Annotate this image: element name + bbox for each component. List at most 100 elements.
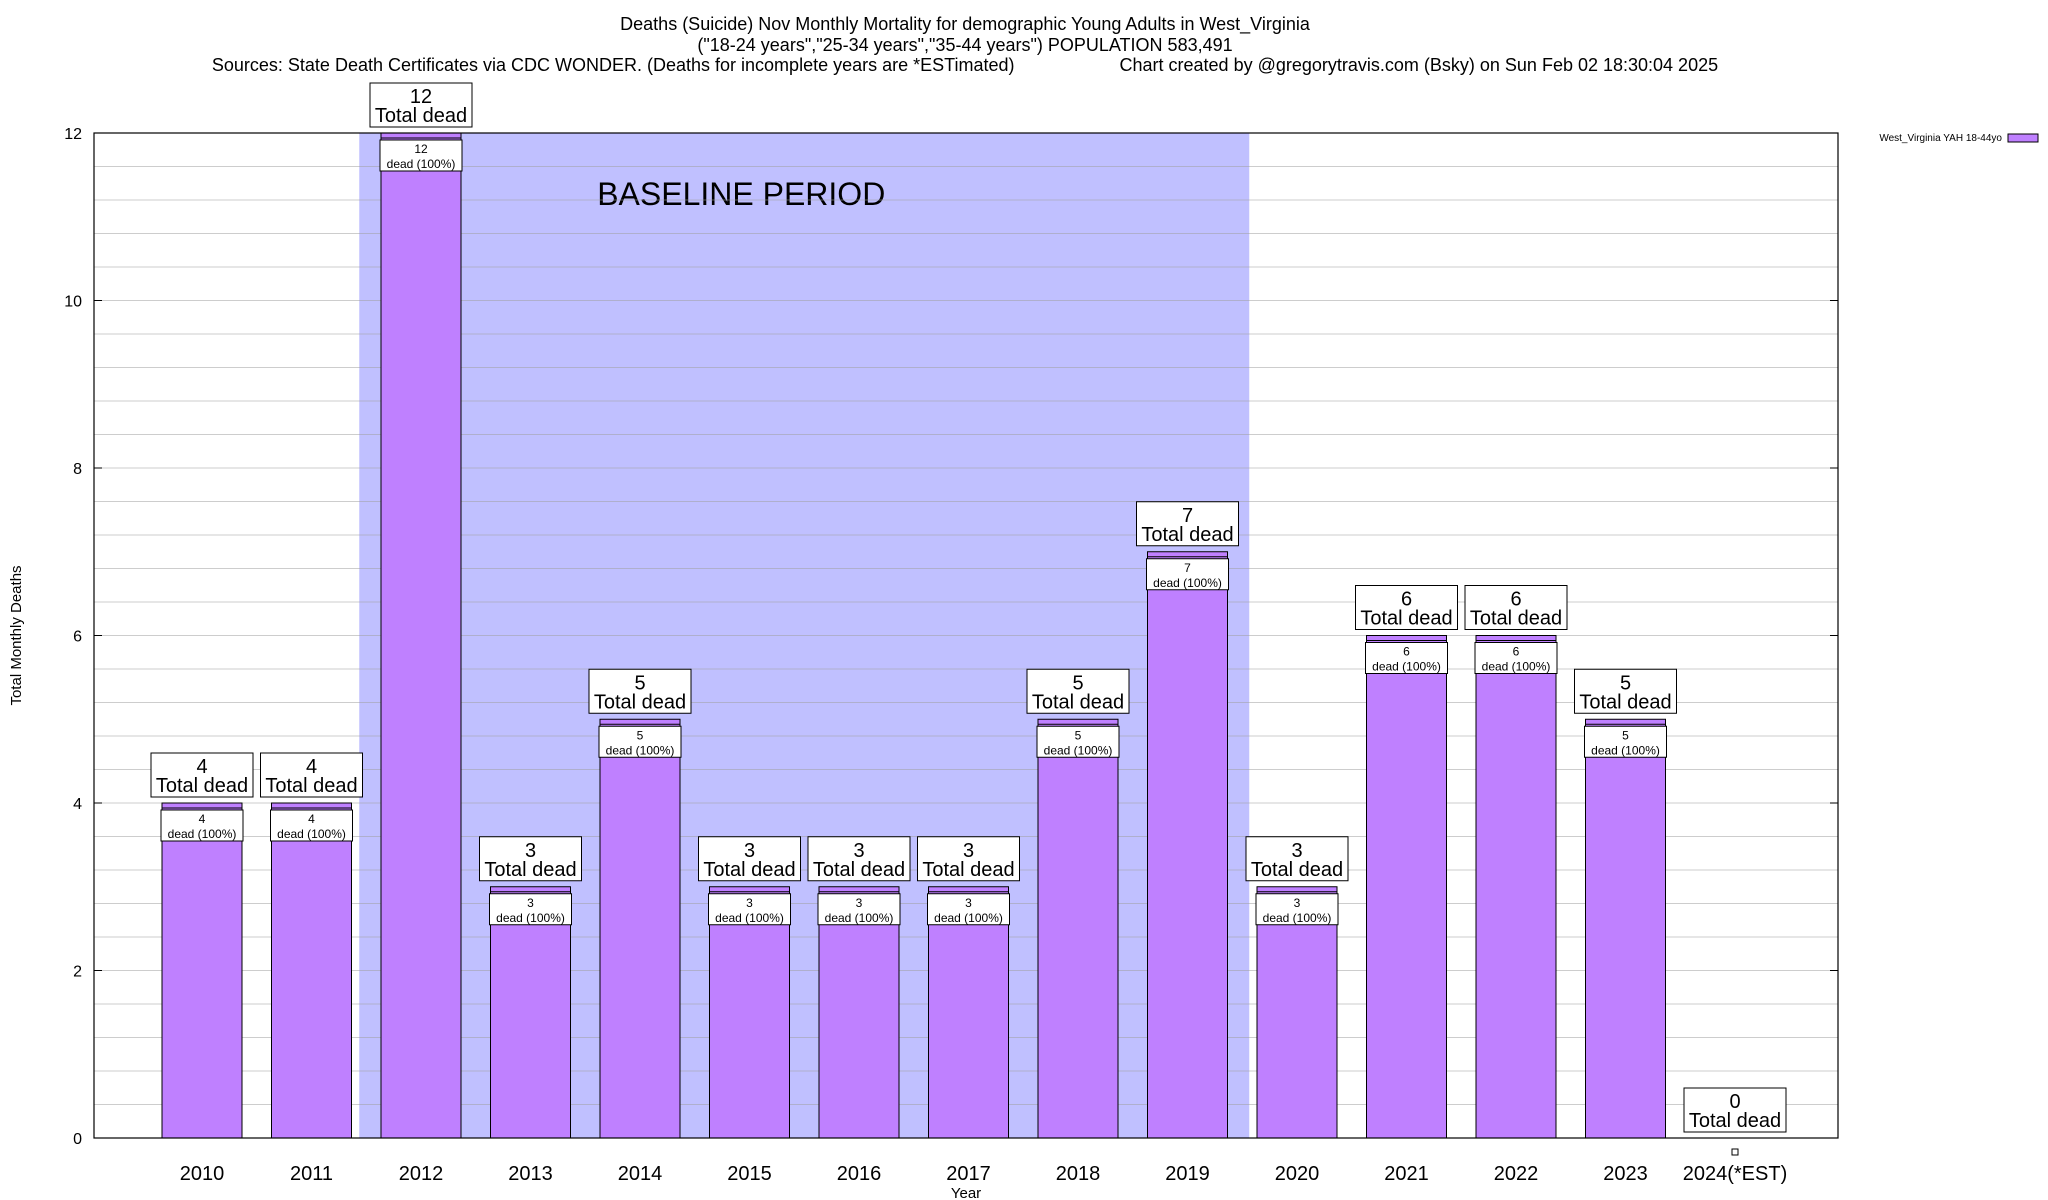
bar-top-label: Total dead [1470, 608, 1562, 630]
bar [1256, 886, 1338, 1139]
bar-top-count: 0 [1729, 1091, 1740, 1113]
bar [709, 886, 790, 1139]
bar-top-label: Total dead [813, 859, 905, 881]
bar-inner-count: 3 [527, 896, 534, 910]
bar-top-label: Total dead [1579, 691, 1671, 713]
bar-inner-label-box [1474, 642, 1558, 674]
bar-inner-label: dead (100%) [168, 827, 237, 841]
bar-inner-label-box [1584, 725, 1667, 758]
bar-inner-label: dead (100%) [277, 827, 346, 841]
bar-inner-count: 3 [965, 896, 972, 910]
bar-inner-label-box [489, 893, 572, 926]
legend-label: West_Virginia YAH 18-44yo [1879, 133, 2002, 144]
chart-credit: Chart created by @gregorytravis.com (Bsk… [1119, 55, 1719, 75]
bar-top-label: Total dead [922, 859, 1014, 881]
bar-top-label-box [1245, 836, 1349, 882]
bar [380, 132, 462, 1139]
bar-top-count: 6 [1401, 589, 1412, 611]
bar-top-label-box [1464, 585, 1568, 630]
baseline-period-label: BASELINE PERIOD [597, 176, 885, 212]
bar-top-label: Total dead [265, 775, 357, 797]
bar-inner-label-box [379, 139, 463, 172]
x-tick-label: 2010 [180, 1163, 225, 1185]
bar [1147, 551, 1228, 1139]
bar-top-label: Total dead [375, 105, 467, 127]
bar-top-label-box [369, 82, 473, 128]
zero-bar-marker [1731, 1148, 1739, 1156]
bar-inner-label: dead (100%) [387, 157, 456, 171]
bar-top-label-box [1355, 585, 1458, 630]
bar-inner-label-box [270, 809, 353, 842]
chart-title-line-1: Deaths (Suicide) Nov Monthly Mortality f… [620, 14, 1310, 34]
y-tick-label: 2 [73, 964, 82, 981]
x-tick-label: 2012 [399, 1163, 444, 1185]
bar-inner-label: dead (100%) [1263, 911, 1332, 925]
y-tick-label: 0 [73, 1131, 82, 1148]
bar-top-count: 5 [634, 672, 645, 694]
bar-top-label: Total dead [484, 859, 576, 881]
bar-top-label: Total dead [703, 859, 795, 881]
bar [1475, 635, 1557, 1139]
chart-title-line-2: ("18-24 years","25-34 years","35-44 year… [697, 35, 1233, 55]
bar [1366, 635, 1447, 1139]
bar-top-count: 12 [410, 86, 432, 108]
bar-inner-label-box [927, 893, 1010, 926]
bar-top-label-box [588, 668, 692, 714]
x-tick-label: 2018 [1056, 1163, 1101, 1185]
bar-top-count: 3 [744, 840, 755, 862]
bar-top-label-box [1683, 1087, 1787, 1133]
bar-top-label: Total dead [1141, 524, 1233, 546]
bar-inner-label-box [1255, 893, 1339, 926]
bar-top-label: Total dead [1689, 1110, 1781, 1132]
bar-top-label-box [479, 836, 582, 882]
bar [490, 886, 571, 1139]
bar-top-label: Total dead [1251, 859, 1343, 881]
bar-top-label-box [1136, 501, 1239, 547]
bar [818, 886, 900, 1139]
bar-inner-label: dead (100%) [1153, 576, 1222, 590]
x-tick-label: 2013 [508, 1163, 553, 1185]
bar-top-count: 6 [1510, 589, 1521, 611]
bar [1037, 718, 1119, 1139]
bar-inner-label-box [708, 893, 791, 926]
bar-top-count: 7 [1182, 505, 1193, 527]
bar-inner-label-box [1036, 725, 1120, 758]
bar-top-label-box [1574, 668, 1677, 714]
bar-inner-label: dead (100%) [1372, 660, 1441, 674]
bar-top-count: 3 [1291, 840, 1302, 862]
bar-inner-label: dead (100%) [1591, 743, 1660, 757]
bar-inner-label-box [1146, 558, 1229, 591]
bar-inner-label: dead (100%) [1482, 660, 1551, 674]
bar [1585, 718, 1666, 1139]
x-axis-title: Year [951, 1185, 981, 1200]
bar-inner-count: 5 [637, 728, 644, 742]
x-tick-label: 2015 [727, 1163, 772, 1185]
bar-inner-label: dead (100%) [934, 911, 1003, 925]
legend-swatch [2007, 133, 2039, 143]
bar-inner-label-box [160, 809, 244, 842]
bar-inner-count: 4 [308, 812, 315, 826]
y-tick-label: 10 [64, 294, 82, 311]
bar-inner-count: 3 [746, 896, 753, 910]
x-tick-label: 2020 [1275, 1163, 1320, 1185]
bar-top-count: 5 [1072, 672, 1083, 694]
bar-top-label-box [917, 836, 1020, 882]
bar-inner-label: dead (100%) [496, 911, 565, 925]
bar-inner-label-box [817, 893, 901, 926]
bar-inner-count: 12 [414, 142, 428, 156]
x-tick-label: 2023 [1603, 1163, 1648, 1185]
bar-top-label: Total dead [1360, 608, 1452, 630]
bar-top-count: 3 [963, 840, 974, 862]
bar-inner-count: 7 [1184, 561, 1191, 575]
x-tick-label: 2011 [290, 1163, 333, 1185]
x-tick-label: 2019 [1165, 1163, 1210, 1185]
bar-inner-label-box [1365, 642, 1448, 674]
chart-sources: Sources: State Death Certificates via CD… [211, 55, 1015, 75]
bar-inner-count: 3 [1294, 896, 1301, 910]
y-tick-label: 12 [64, 126, 82, 143]
bar-inner-label: dead (100%) [715, 911, 784, 925]
bar-inner-label: dead (100%) [825, 911, 894, 925]
bar-inner-count: 6 [1513, 645, 1520, 659]
bar-top-count: 4 [306, 756, 317, 778]
